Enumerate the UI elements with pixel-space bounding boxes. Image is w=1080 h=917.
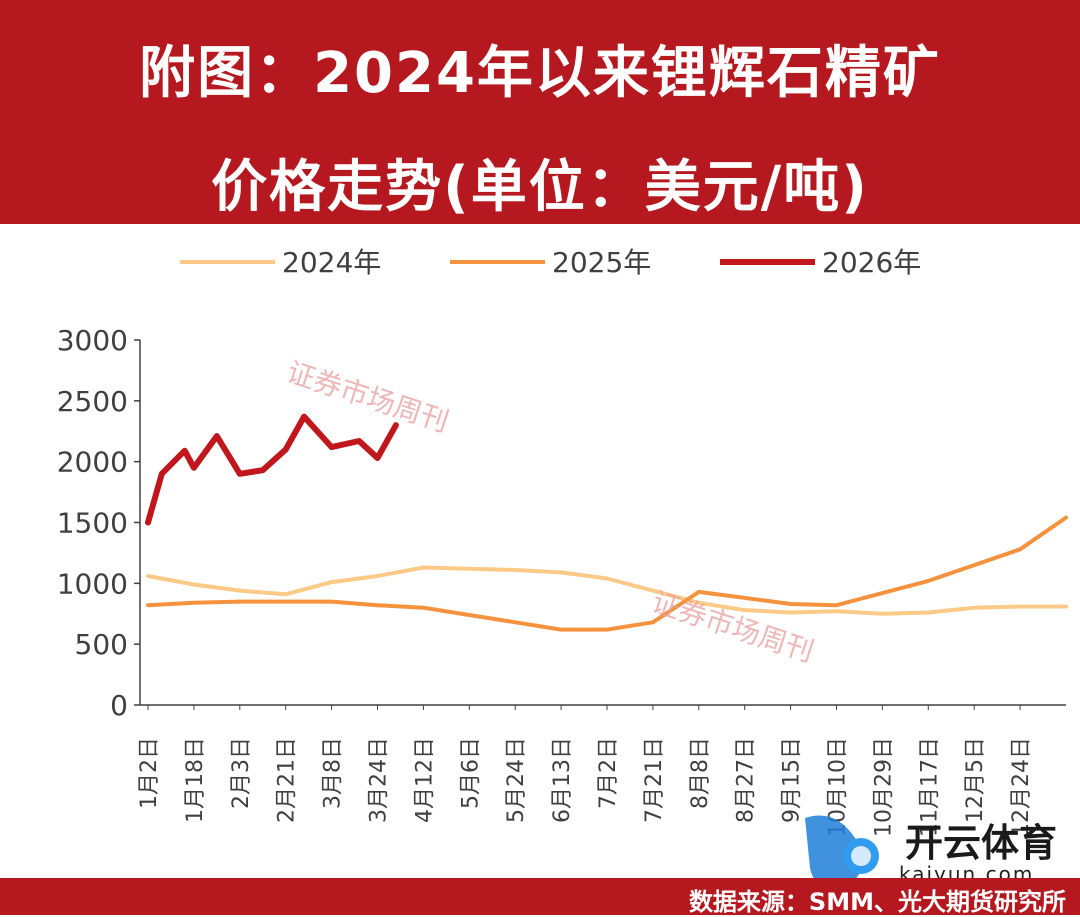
logo-text: 开云体育 <box>905 821 1058 865</box>
legend-label-1: 2025年 <box>552 246 651 279</box>
x-tick-label-2: 2月3日 <box>229 737 254 809</box>
x-tick-label-6: 4月12日 <box>412 737 437 823</box>
series-line-2 <box>145 413 399 526</box>
x-tick-label-5: 3月24日 <box>367 737 392 823</box>
y-tick-label-2000: 2000 <box>57 446 128 479</box>
data-source: 数据来源：SMM、光大期货研究所 <box>688 888 1066 916</box>
legend-label-2: 2026年 <box>822 246 921 279</box>
x-tick-label-0: 1月2日 <box>137 737 162 809</box>
x-tick-label-19: 12月24日 <box>1009 737 1034 837</box>
series-line-0 <box>146 565 1068 616</box>
title-banner: 附图：2024年以来锂辉石精矿 价格走势(单位：美元/吨) <box>0 0 1080 224</box>
x-tick-label-17: 11月17日 <box>917 737 942 837</box>
x-tick-label-10: 7月2日 <box>596 737 621 809</box>
x-tick-label-11: 7月21日 <box>642 737 667 823</box>
x-tick-label-4: 3月8日 <box>321 737 346 809</box>
x-tick-label-7: 5月6日 <box>458 737 483 809</box>
x-tick-label-13: 8月27日 <box>734 737 759 823</box>
y-tick-label-0: 0 <box>110 689 128 722</box>
x-tick-label-18: 12月5日 <box>963 737 988 823</box>
y-tick-label-3000: 3000 <box>57 324 128 357</box>
watermark-0: 证券市场周刊 <box>283 355 453 438</box>
x-tick-label-12: 8月8日 <box>688 737 713 809</box>
chart-title-line2: 价格走势(单位：美元/吨) <box>211 155 869 220</box>
x-tick-label-8: 5月24日 <box>504 737 529 823</box>
x-tick-label-16: 10月29日 <box>871 737 896 837</box>
y-tick-label-2500: 2500 <box>57 385 128 418</box>
x-tick-label-14: 9月15日 <box>780 737 805 823</box>
y-tick-label-1500: 1500 <box>57 507 128 540</box>
chart-area: 2024年 2025年 2026年 0 500 1000 1500 2000 2500 3000 1… <box>0 224 1080 878</box>
footer-bar: 数据来源：SMM、光大期货研究所 <box>0 878 1080 916</box>
logo-mark-icon <box>805 815 879 890</box>
legend-label-0: 2024年 <box>282 246 381 279</box>
x-tick-label-9: 6月13日 <box>550 737 575 823</box>
price-line-chart: 2024年 2025年 2026年 0 500 1000 1500 2000 2500 3000 1… <box>57 246 1068 837</box>
y-tick-label-500: 500 <box>75 628 128 661</box>
x-tick-label-1: 1月18日 <box>183 737 208 823</box>
y-tick-label-1000: 1000 <box>57 567 128 600</box>
x-tick-label-3: 2月21日 <box>275 737 300 823</box>
series-line-1 <box>146 515 1068 632</box>
chart-title-line1: 附图：2024年以来锂辉石精矿 <box>139 41 941 106</box>
